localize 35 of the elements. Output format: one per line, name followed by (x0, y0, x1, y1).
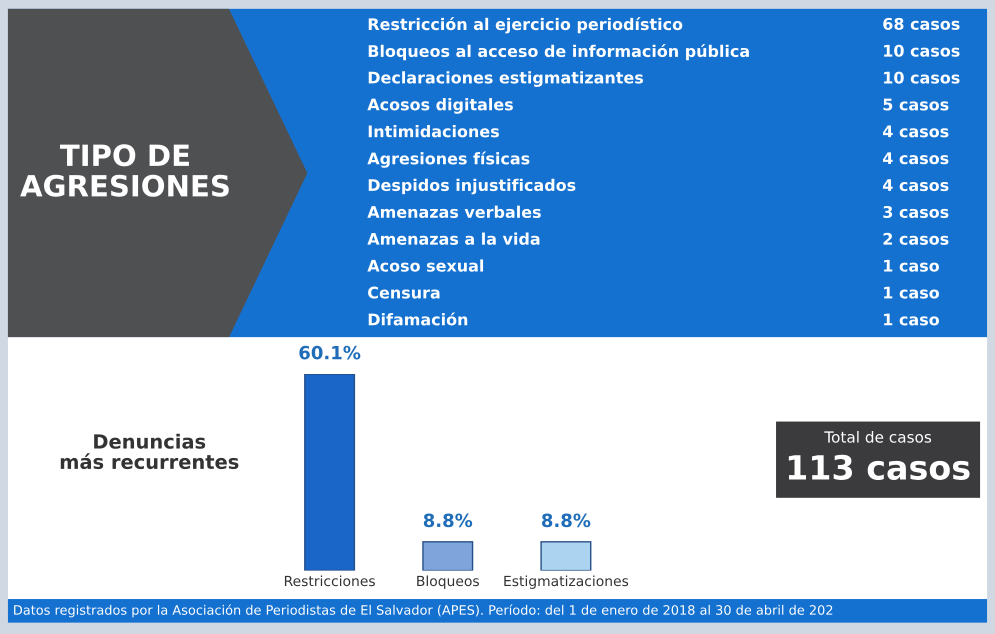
data-label: 1 caso (884, 286, 939, 299)
category-label: Intimidaciones (368, 125, 499, 138)
data-label: 5 casos (884, 98, 948, 111)
data-label: 2 casos (884, 232, 948, 245)
category-label: Amenazas a la vida (367, 232, 540, 245)
text: TIPO DE AGRESIONES (20, 144, 229, 197)
x-tick-label: Restricciones (284, 575, 375, 586)
x-tick-label: Bloqueos (417, 575, 479, 589)
x-tick-label: Estigmatizaciones (504, 575, 628, 589)
category-label: Despidos injustificados (368, 178, 576, 194)
category-label: Difamación (368, 312, 468, 326)
category-label: Amenazas verbales (367, 206, 541, 218)
data-label: 8.8% (424, 514, 472, 528)
data-label: 4 casos (882, 179, 948, 192)
data-label: 10 casos (884, 44, 960, 57)
data-label: 1 caso (884, 314, 939, 326)
category-label: Agresiones físicas (367, 152, 530, 168)
text: Datos registrados por la Asociación de Periodistas de El Salvador (APES). Período: del 1 de enero de 2018 al 30 de abril de 202 (14, 604, 832, 618)
data-label: 3 casos (883, 206, 948, 218)
data-label: 1 caso (884, 260, 939, 272)
category-label: Acoso sexual (367, 259, 484, 272)
category-label: Acosos digitales (367, 98, 513, 114)
data-label: 68 casos (883, 18, 960, 30)
category-label: Restricción al ejercicio periodístico (368, 17, 682, 34)
data-label: 8.8% (542, 514, 590, 528)
data-label: 60.1% (299, 346, 360, 360)
category-label: Declaraciones estigmatizantes (368, 71, 644, 87)
data-label: 10 casos (884, 72, 960, 84)
text: Denuncias más recurrentes (60, 434, 238, 470)
category-label: Bloqueos al acceso de información pública (368, 44, 749, 60)
data-label: 4 casos (882, 126, 948, 138)
text: Total de casos (824, 430, 932, 443)
data-label: 4 casos (882, 152, 948, 164)
category-label: Censura (368, 286, 440, 299)
text: 113 casos (788, 454, 970, 480)
